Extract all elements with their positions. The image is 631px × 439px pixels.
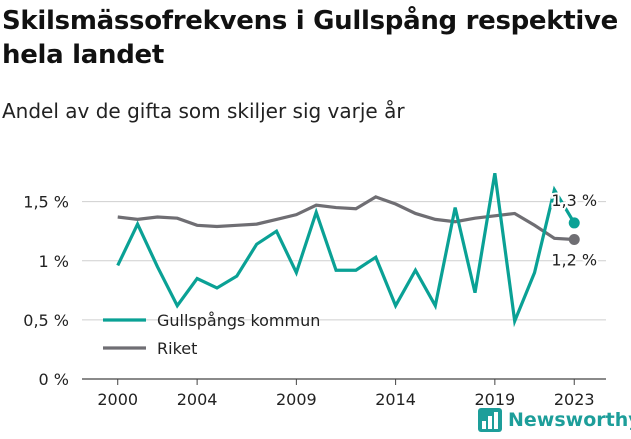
y-tick-label: 0 % bbox=[39, 370, 69, 389]
end-labels: 1,3 % 1,2 % bbox=[549, 189, 599, 272]
chart-subtitle: Andel av de gifta som skiljer sig varje … bbox=[2, 99, 405, 123]
gridlines bbox=[82, 201, 606, 380]
series-end-point bbox=[568, 233, 580, 245]
y-tick-label: 1 % bbox=[39, 252, 69, 271]
series-end-point bbox=[568, 217, 580, 229]
y-tick-label: 1,5 % bbox=[23, 193, 69, 212]
x-tick-label: 2019 bbox=[474, 390, 515, 409]
end-value-label: 1,2 % bbox=[551, 250, 597, 269]
x-tick-label: 2023 bbox=[554, 390, 595, 409]
newsworthy-logo: Newsworthy bbox=[477, 405, 631, 435]
chart-title: Skilsmässofrekvens i Gullspång respektiv… bbox=[2, 6, 618, 70]
legend-label: Gullspångs kommun bbox=[157, 311, 320, 330]
series-line-gullsp-ngs-kommun bbox=[116, 173, 576, 328]
end-value-label: 1,3 % bbox=[551, 191, 597, 210]
legend: Gullspångs kommun Riket bbox=[103, 311, 320, 358]
series-line-riket bbox=[117, 195, 575, 242]
x-tick-label: 2014 bbox=[375, 390, 416, 409]
series-lines bbox=[116, 173, 580, 328]
brand-name: Newsworthy bbox=[508, 409, 631, 431]
legend-label: Riket bbox=[157, 339, 197, 358]
bar-chart-icon bbox=[478, 408, 502, 432]
y-axis-ticks: 0 % 0,5 % 1 % 1,5 % bbox=[23, 193, 69, 389]
x-tick-label: 2009 bbox=[276, 390, 317, 409]
x-axis-ticks: 2000 2004 2009 2014 2019 2023 bbox=[97, 379, 595, 409]
y-tick-label: 0,5 % bbox=[23, 311, 69, 330]
x-tick-label: 2000 bbox=[97, 390, 138, 409]
x-tick-label: 2004 bbox=[177, 390, 218, 409]
